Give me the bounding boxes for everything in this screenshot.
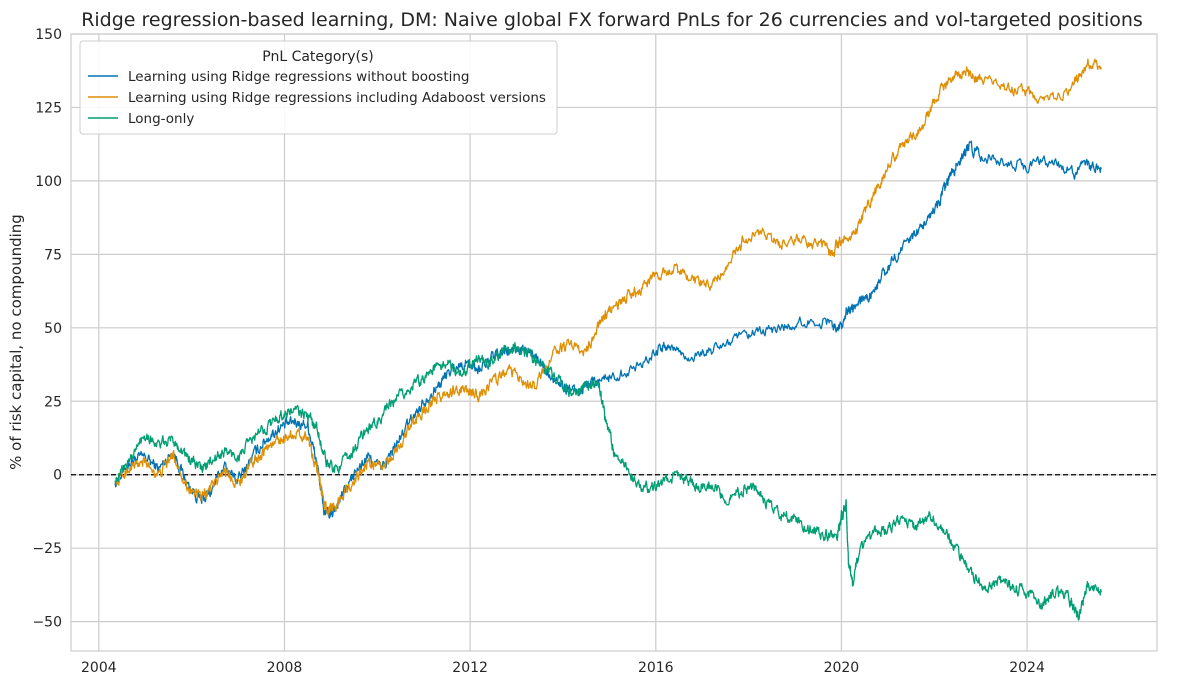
y-axis-label: % of risk capital, no compounding — [7, 214, 25, 470]
y-tick-label: 75 — [44, 247, 62, 263]
y-axis-ticks: −50 −25 0 25 50 75 100 125 150 — [32, 27, 62, 631]
x-tick-label: 2012 — [452, 660, 488, 676]
y-tick-label: 100 — [35, 174, 62, 190]
y-tick-label: 0 — [53, 468, 62, 484]
y-tick-label: 25 — [44, 394, 62, 410]
legend-items: Learning using Ridge regressions without… — [88, 69, 546, 127]
y-tick-label: −25 — [32, 541, 62, 557]
x-tick-label: 2004 — [81, 660, 117, 676]
x-axis-ticks: 2004 2008 2012 2016 2020 2024 — [81, 660, 1045, 676]
series-line-3 — [114, 341, 1102, 621]
legend-label: Long-only — [128, 111, 194, 127]
x-tick-label: 2016 — [638, 660, 674, 676]
y-tick-label: 125 — [35, 100, 62, 116]
y-tick-label: −50 — [32, 615, 62, 631]
plot-area-frame — [70, 33, 1158, 652]
x-tick-label: 2008 — [267, 660, 303, 676]
legend-label: Learning using Ridge regressions includi… — [128, 90, 546, 106]
y-tick-label: 150 — [35, 27, 62, 43]
x-tick-label: 2020 — [824, 660, 860, 676]
legend-box — [79, 40, 558, 135]
legend-label: Learning using Ridge regressions without… — [128, 69, 470, 85]
y-tick-label: 50 — [44, 321, 62, 337]
x-tick-label: 2024 — [1009, 660, 1045, 676]
series-line-1 — [114, 140, 1102, 519]
legend: PnL Category(s) Learning using Ridge reg… — [79, 40, 558, 135]
series-layer — [114, 58, 1102, 621]
grid-lines — [71, 33, 1157, 651]
chart-title: Ridge regression-based learning, DM: Nai… — [81, 9, 1143, 31]
legend-title: PnL Category(s) — [262, 49, 374, 65]
series-line-2 — [114, 58, 1102, 516]
